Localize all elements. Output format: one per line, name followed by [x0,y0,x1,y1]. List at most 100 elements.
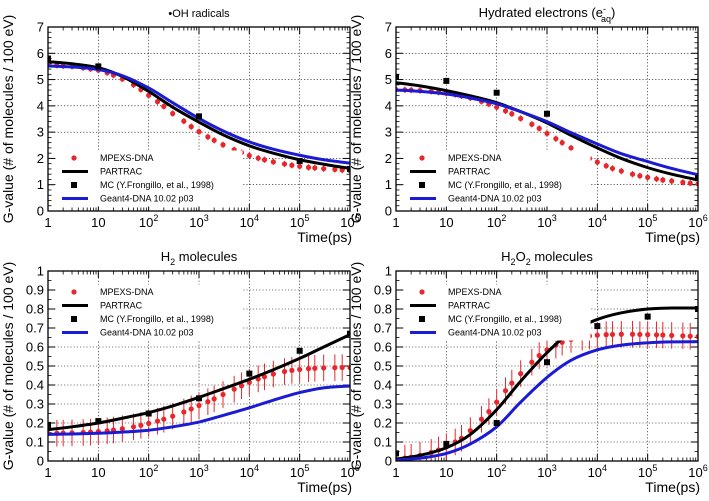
mc-point [95,418,102,425]
mpexs-point [154,99,161,105]
mpexs-point [119,426,125,432]
mpexs-point [321,166,327,172]
y-tick-label: 5 [37,72,44,87]
mc-point [695,306,698,312]
legend-label: PARTRAC [448,301,491,311]
x-tick-label: 105 [638,213,657,230]
x-tick-label: 105 [290,213,309,230]
geant4-line [396,340,698,461]
mc-point [443,77,450,84]
mpexs-point [220,142,226,148]
mpexs-point [312,365,318,371]
mpexs-point [261,157,268,163]
y-tick-label: 1 [385,177,392,192]
y-tick-label: 0 [37,204,44,219]
panel-h2o2-molecules: 0 0.1 0.2 0.3 0.4 0.5 0.6 0.7 0.8 0.9 1 1 10 102 103 10… [348,249,708,495]
legend-marker-square [419,182,425,188]
mc-point [196,113,202,120]
y-tick-label: 3 [385,125,392,140]
mpexs-point [161,103,167,109]
y-tick-label: 0.9 [374,283,392,298]
mpexs-point [637,173,643,179]
mpexs-point [502,108,509,114]
mc-point [443,440,450,447]
legend-marker-circle [419,155,425,161]
y-tick-label: 5 [385,72,392,87]
axes-frame [395,270,699,462]
y-tick-label: 0.4 [26,378,44,393]
panel-title: H2 molecules [161,249,238,267]
x-tick-label: 102 [487,213,506,230]
mc-point [544,110,550,117]
mpexs-point [205,399,211,405]
mc-point [48,421,51,428]
mpexs-point [181,118,187,124]
mpexs-point [188,124,194,130]
y-tick-label: 6 [37,46,44,61]
mpexs-point [281,161,288,167]
x-axis-label: Time(ps) [297,229,352,245]
mpexs-point [669,178,675,184]
mpexs-point [478,416,485,422]
x-axis-label: Time(ps) [645,479,700,495]
x-tick-label: 104 [240,213,259,230]
mpexs-point [289,162,295,168]
legend-label: MC (Y.Frongillo, et al., 1998) [100,314,214,324]
legend-label: MC (Y.Frongillo, et al., 1998) [448,180,562,190]
mpexs-point [255,155,261,161]
y-tick-label: 0.5 [374,359,392,374]
mpexs-point [170,110,176,117]
legend-box [405,150,591,207]
legend-box [405,284,591,341]
y-tick-label: 0 [37,454,44,469]
mpexs-point [161,416,167,422]
legend-marker-square [71,316,77,322]
legend-label: MC (Y.Frongillo, et al., 1998) [448,314,562,324]
legend-marker-square [419,316,425,322]
legend-label: MPEXS-DNA [448,153,502,163]
panel-title: H2O2 molecules [501,249,593,267]
x-tick-label: 102 [487,463,506,480]
x-tick-label: 103 [537,213,556,230]
x-tick-label: 106 [340,213,359,230]
y-tick-label: 0.7 [26,321,44,336]
mpexs-point [603,332,609,338]
mpexs-point [594,332,600,338]
mpexs-point [536,352,542,359]
mpexs-point [618,168,624,174]
mpexs-point [305,164,312,170]
mpexs-point [281,368,288,375]
mpexs-point [687,333,693,339]
mc-point [246,370,253,377]
x-axis-label: Time(ps) [645,229,700,245]
axes-frame [47,270,351,462]
mpexs-point [196,129,202,135]
mpexs-point [312,165,318,171]
mpexs-point [559,140,565,146]
mpexs-point [321,365,327,371]
legend: MPEXS-DNA PARTRAC MC (Y.Frongillo, et al.,… [57,150,243,207]
x-tick-label: 103 [189,213,208,230]
legend-label: MC (Y.Frongillo, et al., 1998) [100,180,214,190]
mpexs-point [154,418,161,424]
mpexs-point [211,137,217,143]
mpexs-point [305,366,312,372]
y-tick-label: 0.8 [26,302,44,317]
legend-label: MPEXS-DNA [100,153,154,163]
mpexs-point [529,359,535,365]
y-tick-label: 0.7 [374,321,392,336]
mpexs-point [618,331,624,337]
legend-label: Geant4-DNA 10.02 p03 [100,194,194,204]
x-tick-label: 106 [688,463,707,480]
x-tick-label: 105 [290,463,309,480]
mpexs-point [146,92,152,98]
x-tick-label: 102 [139,463,158,480]
plot-area [396,306,698,461]
mc-point [544,359,550,366]
mpexs-point [529,121,535,127]
axes-frame [47,26,351,212]
x-tick-label: 106 [688,213,707,230]
mc-point [396,450,399,457]
x-tick-label: 104 [588,463,607,480]
